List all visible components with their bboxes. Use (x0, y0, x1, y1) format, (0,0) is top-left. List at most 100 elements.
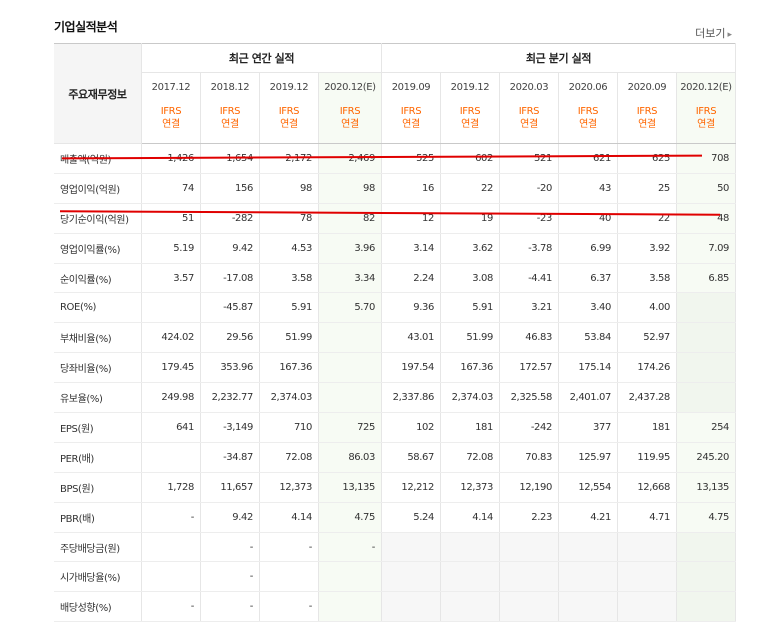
table-cell: 167.36 (259, 352, 319, 384)
ifrs-line2: 연결 (280, 119, 298, 130)
table-cell: 74 (141, 173, 201, 204)
table-cell: 710 (259, 412, 319, 443)
table-cell: 52.97 (617, 322, 677, 354)
ifrs-label: IFRS 연결 (558, 101, 618, 144)
table-cell: 6.37 (558, 263, 618, 294)
table-cell (499, 591, 559, 622)
table-cell: -3,149 (200, 412, 260, 443)
ifrs-line2: 연결 (402, 119, 420, 130)
table-cell: -17.08 (200, 263, 260, 294)
table-cell (440, 561, 500, 593)
row-label: 영업이익(억원) (54, 173, 142, 204)
table-cell: 249.98 (141, 382, 201, 414)
table-row: 순이익률(%) 3.57 -17.08 3.58 3.34 2.24 3.08 -4.41 6.… (54, 263, 737, 294)
table-cell: 3.14 (381, 233, 441, 264)
table-cell: 25 (617, 173, 677, 204)
table-cell: 12,212 (381, 472, 441, 503)
table-cell: 46.83 (499, 322, 559, 354)
table-cell: 43.01 (381, 322, 441, 354)
table-cell: -34.87 (200, 442, 260, 473)
table-cell (676, 382, 737, 414)
table-cell (141, 292, 201, 324)
table-cell: 12,373 (440, 472, 500, 503)
row-label: PBR(배) (54, 502, 142, 533)
table-cell (318, 382, 382, 414)
table-cell (617, 591, 677, 622)
table-cell (676, 322, 737, 354)
table-cell: 172.57 (499, 352, 559, 384)
table-cell: 3.34 (318, 263, 382, 294)
table-cell: 5.91 (440, 292, 500, 324)
ifrs-label: IFRS 연결 (318, 101, 382, 144)
table-cell: 119.95 (617, 442, 677, 473)
table-cell: 7.09 (676, 233, 737, 264)
financial-table: 주요재무정보 최근 연간 실적 최근 분기 실적 2017.12 2018.12 2… (54, 43, 737, 622)
table-row: 영업이익률(%) 5.19 9.42 4.53 3.96 3.14 3.62 -3.78 6.9… (54, 233, 737, 264)
table-cell: 72.08 (259, 442, 319, 473)
table-cell: 525 (381, 143, 441, 174)
table-cell: 51.99 (259, 322, 319, 354)
annual-group-header: 최근 연간 실적 (141, 43, 382, 73)
period-header: 2020.12(E) (318, 72, 382, 101)
quarter-group-header: 최근 분기 실적 (381, 43, 737, 73)
period-header: 2018.12 (200, 72, 260, 101)
table-cell: 377 (558, 412, 618, 443)
ifrs-line2: 연결 (162, 119, 180, 130)
ifrs-line1: IFRS (400, 106, 422, 117)
row-label: 부채비율(%) (54, 322, 142, 354)
table-cell: 2,401.07 (558, 382, 618, 414)
ifrs-line2: 연결 (341, 119, 359, 130)
table-cell: - (141, 502, 201, 533)
ifrs-line1: IFRS (518, 106, 540, 117)
table-cell: -242 (499, 412, 559, 443)
row-label: EPS(원) (54, 412, 142, 443)
table-cell: 51.99 (440, 322, 500, 354)
table-cell: 3.08 (440, 263, 500, 294)
table-cell: 1,728 (141, 472, 201, 503)
table-cell: 43 (558, 173, 618, 204)
table-cell: 3.58 (259, 263, 319, 294)
table-cell: - (259, 532, 319, 563)
table-cell: 641 (141, 412, 201, 443)
table-cell: 2.23 (499, 502, 559, 533)
row-label: 순이익률(%) (54, 263, 142, 294)
table-cell (259, 561, 319, 593)
ifrs-line1: IFRS (577, 106, 599, 117)
table-cell: 245.20 (676, 442, 737, 473)
table-cell: 22 (617, 203, 677, 234)
table-cell: - (259, 591, 319, 622)
table-cell: 13,135 (676, 472, 737, 503)
table-row: 시가배당율(%) - (54, 561, 737, 593)
table-cell: 708 (676, 143, 737, 174)
chevron-right-icon: ▸ (727, 30, 732, 40)
table-cell: 12,190 (499, 472, 559, 503)
table-cell (440, 591, 500, 622)
table-cell: 156 (200, 173, 260, 204)
ifrs-label: IFRS 연결 (381, 101, 441, 144)
table-cell: -45.87 (200, 292, 260, 324)
ifrs-line1: IFRS (339, 106, 361, 117)
ifrs-label: IFRS 연결 (440, 101, 500, 144)
table-cell (318, 322, 382, 354)
table-cell: 2,374.03 (259, 382, 319, 414)
table-cell (558, 532, 618, 563)
ifrs-label: IFRS 연결 (676, 101, 737, 144)
more-label: 더보기 (695, 27, 726, 40)
table-row: ROE(%) -45.87 5.91 5.70 9.36 5.91 3.21 3.40 4.00 (54, 292, 737, 324)
row-label: 시가배당율(%) (54, 561, 142, 593)
more-link[interactable]: 더보기 ▸ (695, 25, 732, 41)
table-cell: 5.24 (381, 502, 441, 533)
table-cell: 2,469 (318, 143, 382, 174)
table-cell: 48 (676, 203, 737, 234)
table-cell (318, 561, 382, 593)
table-cell: 12 (381, 203, 441, 234)
table-cell: 3.92 (617, 233, 677, 264)
table-cell: 4.75 (318, 502, 382, 533)
table-cell: 98 (318, 173, 382, 204)
table-cell (318, 352, 382, 384)
table-cell: 29.56 (200, 322, 260, 354)
ifrs-line2: 연결 (461, 119, 479, 130)
table-cell: - (200, 532, 260, 563)
row-label: 배당성향(%) (54, 591, 142, 622)
table-cell: 197.54 (381, 352, 441, 384)
